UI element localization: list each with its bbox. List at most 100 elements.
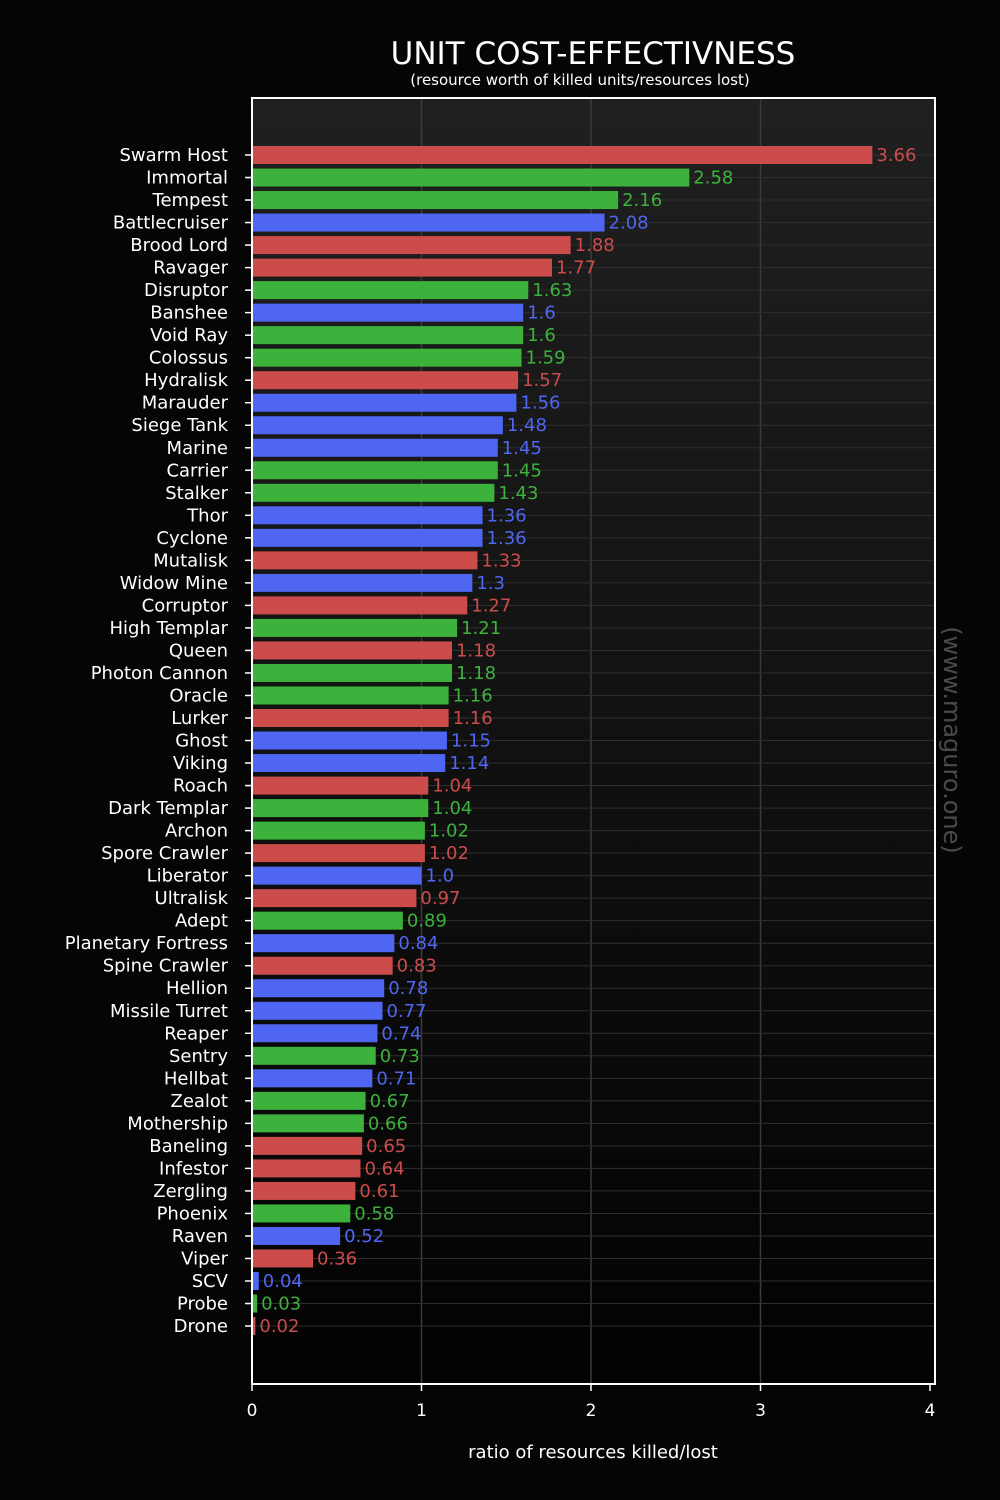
y-tick-label: Lurker: [171, 708, 228, 729]
bar: [252, 168, 690, 187]
bar-value-label: 0.65: [366, 1136, 406, 1157]
y-tick-label: Dark Templar: [108, 798, 228, 819]
y-tick-label: Banshee: [150, 303, 228, 324]
y-tick-label: Queen: [169, 640, 228, 661]
y-tick-label: Hydralisk: [144, 370, 228, 391]
bar: [252, 641, 453, 660]
bar: [252, 371, 519, 390]
x-tick-label: 4: [925, 1401, 936, 1421]
y-tick-label: Ghost: [175, 731, 228, 752]
bar: [252, 461, 498, 480]
bar: [252, 799, 429, 818]
bar-value-label: 1.36: [487, 505, 527, 526]
bar: [252, 686, 449, 705]
y-tick-label: Colossus: [149, 348, 228, 369]
bar-value-label: 0.58: [354, 1203, 394, 1224]
bar-value-label: 1.14: [449, 753, 489, 774]
bar-value-label: 1.04: [432, 776, 472, 797]
bar: [252, 393, 517, 412]
bar: [252, 416, 503, 435]
bar-value-label: 0.83: [397, 956, 437, 977]
bar-value-label: 0.77: [387, 1001, 427, 1022]
y-tick-label: Missile Turret: [110, 1001, 228, 1022]
bar: [252, 709, 449, 727]
y-tick-label: Viper: [181, 1248, 228, 1269]
bar: [252, 281, 529, 300]
bar-value-label: 1.15: [451, 731, 491, 752]
bar: [252, 1204, 351, 1223]
x-axis: 0 1 2 3 4 Swarm HostImmortalTempestBattlecrui…: [65, 145, 936, 1421]
bar: [252, 213, 605, 232]
x-tick-label: 2: [586, 1401, 597, 1421]
bars-layer: 3.662.582.162.081.881.771.631.61.61.591.…: [252, 145, 916, 1337]
bar-value-label: 0.97: [420, 888, 460, 909]
bar: [252, 506, 483, 525]
y-tick-label: Corruptor: [142, 595, 229, 616]
bar-value-label: 0.78: [388, 978, 428, 999]
bar: [252, 146, 873, 164]
bar-value-label: 1.04: [432, 798, 472, 819]
bar-value-label: 1.18: [456, 663, 496, 684]
bar-value-label: 1.56: [520, 393, 560, 414]
bar: [252, 1226, 341, 1245]
bar: [252, 438, 498, 457]
y-tick-label: Mothership: [127, 1113, 228, 1134]
bar: [252, 1249, 314, 1268]
bar-value-label: 1.27: [471, 595, 511, 616]
bar-value-label: 1.18: [456, 640, 496, 661]
x-tick-label: 3: [755, 1401, 766, 1421]
bar-value-label: 1.16: [453, 708, 493, 729]
y-tick-label: Planetary Fortress: [65, 933, 228, 954]
bar: [252, 1317, 256, 1336]
bar: [252, 1181, 356, 1200]
y-tick-label: Roach: [173, 776, 228, 797]
y-tick-label: Drone: [174, 1316, 228, 1337]
bar-value-label: 0.04: [263, 1271, 303, 1292]
y-tick-label: Thor: [186, 505, 228, 526]
watermark: (www.maguro.one): [938, 626, 966, 853]
y-tick-label: Ravager: [153, 258, 228, 279]
y-tick-label: Ultralisk: [155, 888, 229, 909]
bar-value-label: 0.67: [370, 1091, 410, 1112]
y-tick-label: Photon Cannon: [91, 663, 228, 684]
x-axis-label: ratio of resources killed/lost: [468, 1442, 718, 1463]
bar: [252, 528, 483, 547]
bar: [252, 776, 429, 795]
y-tick-label: Marine: [167, 438, 228, 459]
bar-value-label: 1.57: [522, 370, 562, 391]
y-tick-label: High Templar: [110, 618, 229, 639]
bar: [252, 1069, 373, 1088]
bar-value-label: 0.64: [364, 1158, 404, 1179]
bar: [252, 866, 422, 885]
bar: [252, 618, 458, 637]
bar: [252, 889, 417, 908]
chart-subtitle: (resource worth of killed units/resource…: [410, 71, 750, 89]
bar-value-label: 1.45: [502, 460, 542, 481]
bar-value-label: 0.71: [376, 1068, 416, 1089]
bar-value-label: 0.66: [368, 1113, 408, 1134]
bar-value-label: 0.89: [407, 911, 447, 932]
y-tick-label: Probe: [177, 1294, 228, 1315]
x-tick-label: 0: [247, 1401, 258, 1421]
bar: [252, 348, 522, 367]
bar-value-label: 0.61: [359, 1181, 399, 1202]
y-tick-label: Void Ray: [150, 325, 228, 346]
bar: [252, 1046, 376, 1065]
y-tick-label: SCV: [192, 1271, 229, 1292]
bar: [252, 934, 395, 953]
bar-value-label: 1.3: [476, 573, 505, 594]
y-tick-label: Mutalisk: [153, 550, 228, 571]
bar: [252, 303, 524, 322]
bar-value-label: 1.77: [556, 258, 596, 279]
bar: [252, 1024, 378, 1043]
bar-value-label: 1.45: [502, 438, 542, 459]
bar-value-label: 0.36: [317, 1248, 357, 1269]
y-tick-label: Adept: [175, 911, 228, 932]
bar: [252, 956, 393, 975]
y-tick-label: Raven: [172, 1226, 228, 1247]
y-tick-label: Brood Lord: [130, 235, 228, 256]
bar-value-label: 1.59: [526, 348, 566, 369]
y-tick-label: Disruptor: [144, 280, 229, 301]
bar-value-label: 0.73: [380, 1046, 420, 1067]
